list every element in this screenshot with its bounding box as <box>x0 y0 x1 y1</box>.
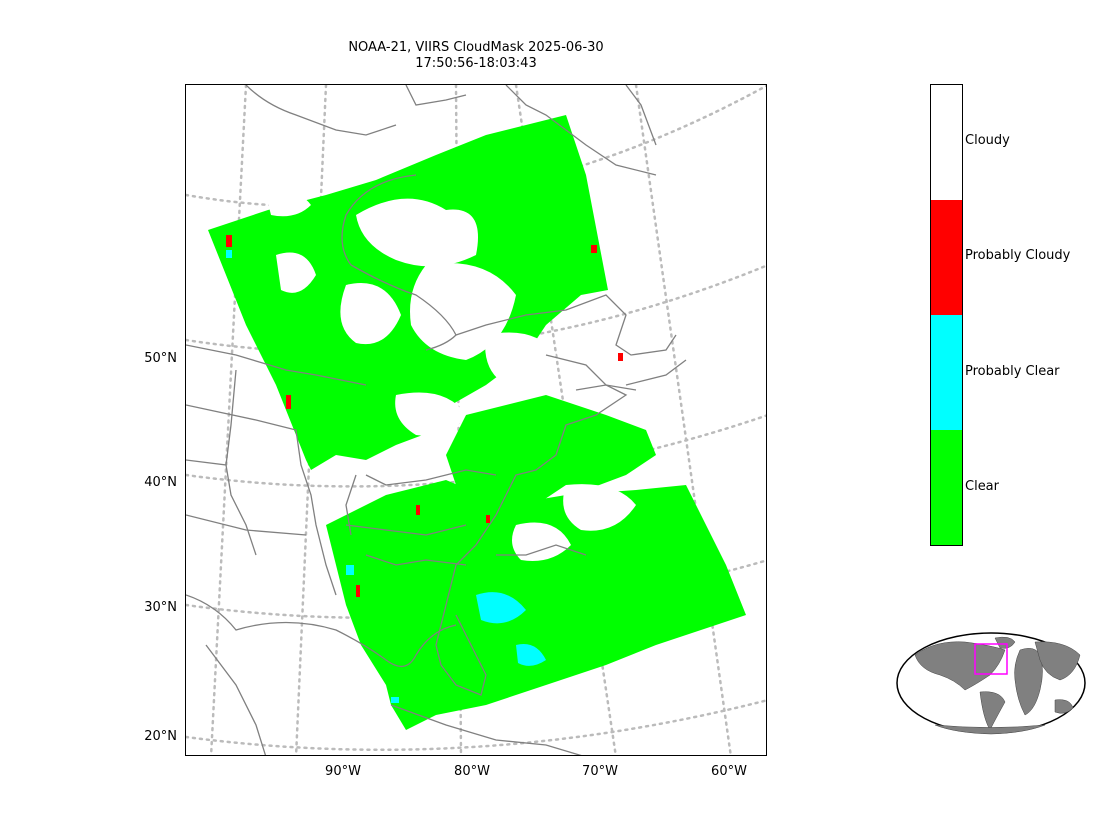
lon-label-90w: 90°W <box>325 764 361 779</box>
lat-label-30n: 30°N <box>144 600 177 615</box>
inset-globe <box>895 630 1087 736</box>
lat-label-40n: 40°N <box>144 475 177 490</box>
colorbar-clear-swatch <box>931 430 962 545</box>
colorbar-label-cloudy: Cloudy <box>965 133 1010 148</box>
graticule-lat-60 <box>186 85 766 209</box>
map-title: NOAA-21, VIIRS CloudMask 2025-06-30 17:5… <box>348 40 604 71</box>
lon-label-80w: 80°W <box>454 764 490 779</box>
colorbar-probably-clear-swatch <box>931 315 962 430</box>
swath-probably-cloudy <box>226 235 623 597</box>
colorbar-label-clear: Clear <box>965 479 999 494</box>
inset-south-america <box>979 691 1006 731</box>
cloud-cover <box>266 191 636 561</box>
inset-globe-canvas <box>896 632 1086 735</box>
inset-antarctica <box>934 724 1046 735</box>
lat-label-20n: 20°N <box>144 729 177 744</box>
colorbar-probably-cloudy-swatch <box>931 200 962 315</box>
inset-continents <box>914 636 1081 735</box>
inset-australia <box>1054 699 1074 714</box>
inset-greenland <box>994 636 1016 649</box>
map-panel <box>185 84 767 756</box>
colorbar <box>930 84 963 546</box>
graticule-lat-20 <box>186 699 766 751</box>
lon-label-60w: 60°W <box>711 764 747 779</box>
colorbar-label-probably-clear: Probably Clear <box>965 364 1060 379</box>
swath-probably-clear <box>226 250 546 703</box>
graticule-lon-100 <box>209 85 248 755</box>
inset-domain-box <box>974 643 1008 675</box>
colorbar-cloudy-swatch <box>931 85 962 200</box>
graticule-lat-50 <box>186 264 766 354</box>
colorbar-label-probably-cloudy: Probably Cloudy <box>965 248 1071 263</box>
graticule-lon-60 <box>634 85 732 755</box>
map-canvas <box>186 85 766 755</box>
inset-asia <box>1034 641 1081 681</box>
lon-label-70w: 70°W <box>582 764 618 779</box>
lat-label-50n: 50°N <box>144 351 177 366</box>
coastlines <box>186 85 687 755</box>
inset-north-america <box>914 641 1006 691</box>
